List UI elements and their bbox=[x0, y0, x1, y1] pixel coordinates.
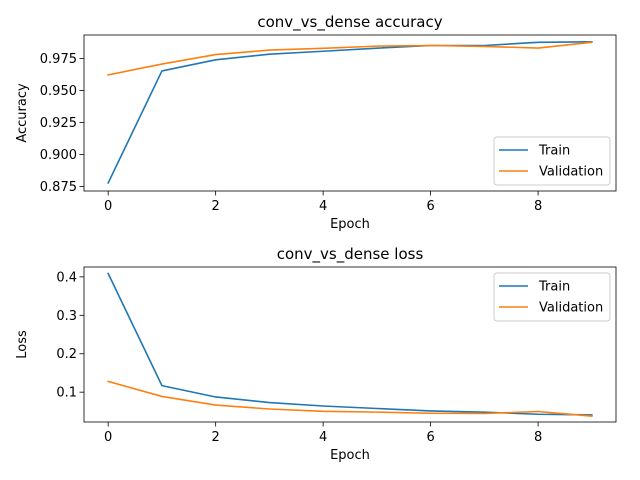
y-tick-label: 0.900 bbox=[40, 148, 77, 163]
x-tick-label: 6 bbox=[426, 430, 434, 445]
x-axis-label: Epoch bbox=[330, 448, 370, 463]
legend-box bbox=[493, 272, 611, 322]
legend-label-train: Train bbox=[538, 280, 570, 295]
x-tick-label: 0 bbox=[104, 199, 112, 214]
axes-frame bbox=[83, 266, 617, 423]
legend-label-validation: Validation bbox=[539, 301, 603, 316]
chart-title: conv_vs_dense accuracy bbox=[257, 13, 442, 32]
x-tick-label: 6 bbox=[426, 199, 434, 214]
accuracy-subplot: 0 2 4 6 8 0.875 0.900 0.925 0.950 0.975 conv_vs_de… bbox=[15, 13, 617, 232]
y-tick-label: 0.875 bbox=[40, 180, 77, 195]
y-tick-label: 0.975 bbox=[40, 52, 77, 67]
y-axis-label: Accuracy bbox=[15, 83, 30, 143]
chart-title: conv_vs_dense loss bbox=[277, 245, 424, 264]
x-tick-label: 8 bbox=[534, 430, 542, 445]
y-tick-label: 0.2 bbox=[56, 347, 77, 362]
y-tick-label: 0.4 bbox=[56, 270, 77, 285]
x-tick-label: 2 bbox=[212, 199, 220, 214]
legend-box bbox=[493, 136, 611, 186]
y-tick-label: 0.950 bbox=[40, 84, 77, 99]
axes-frame bbox=[83, 34, 617, 192]
loss-subplot: 0 2 4 6 8 0.1 0.2 0.3 0.4 conv_vs_dense loss Epoch… bbox=[15, 245, 617, 463]
y-tick-label: 0.925 bbox=[40, 116, 77, 131]
y-axis-label: Loss bbox=[15, 330, 30, 359]
series-line-validation bbox=[107, 41, 593, 76]
y-tick-label: 0.3 bbox=[56, 309, 77, 324]
x-tick-label: 0 bbox=[104, 430, 112, 445]
x-tick-label: 4 bbox=[319, 199, 327, 214]
y-tick-label: 0.1 bbox=[56, 386, 77, 401]
x-axis-label: Epoch bbox=[330, 217, 370, 232]
series-line-validation bbox=[107, 380, 593, 417]
legend-label-validation: Validation bbox=[539, 165, 603, 180]
series-line-train bbox=[107, 40, 593, 185]
legend-label-train: Train bbox=[538, 144, 570, 159]
x-tick-label: 4 bbox=[319, 430, 327, 445]
x-tick-label: 8 bbox=[534, 199, 542, 214]
x-tick-label: 2 bbox=[212, 430, 220, 445]
